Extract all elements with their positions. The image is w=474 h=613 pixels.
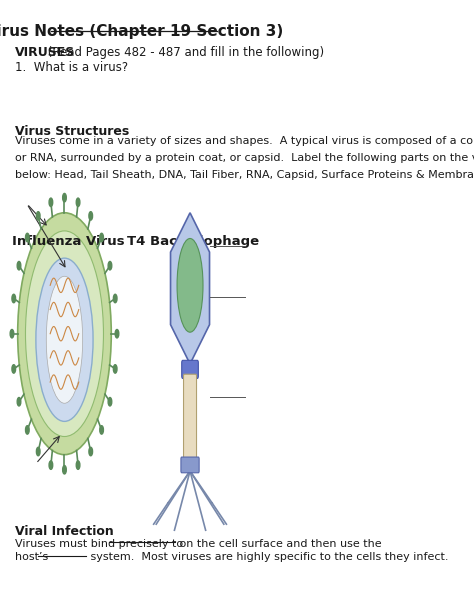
- Circle shape: [113, 365, 117, 373]
- Circle shape: [63, 465, 66, 474]
- Ellipse shape: [18, 213, 111, 455]
- Circle shape: [36, 211, 40, 220]
- Text: Viruses must bind precisely to: Viruses must bind precisely to: [15, 539, 186, 549]
- Circle shape: [36, 447, 40, 455]
- Circle shape: [76, 461, 80, 470]
- Ellipse shape: [26, 231, 103, 436]
- Text: T4 Bacteriophage: T4 Bacteriophage: [127, 235, 259, 248]
- Ellipse shape: [46, 276, 82, 403]
- Text: Virus Structures: Virus Structures: [15, 125, 129, 138]
- Circle shape: [100, 425, 103, 434]
- Ellipse shape: [177, 238, 203, 332]
- Text: or RNA, surrounded by a protein coat, or capsid.  Label the following parts on t: or RNA, surrounded by a protein coat, or…: [15, 153, 474, 163]
- Text: Virus Notes (Chapter 19 Section 3): Virus Notes (Chapter 19 Section 3): [0, 24, 283, 39]
- Text: Viral Infection: Viral Infection: [15, 525, 113, 538]
- Circle shape: [26, 234, 29, 242]
- Text: VIRUSES: VIRUSES: [15, 47, 75, 59]
- Circle shape: [63, 194, 66, 202]
- Circle shape: [113, 294, 117, 303]
- Circle shape: [17, 262, 21, 270]
- Text: Influenza Virus: Influenza Virus: [11, 235, 124, 248]
- Text: host’s: host’s: [15, 552, 51, 562]
- FancyBboxPatch shape: [181, 457, 199, 473]
- Circle shape: [26, 425, 29, 434]
- Circle shape: [89, 211, 92, 220]
- Text: system.  Most viruses are highly specific to the cells they infect.: system. Most viruses are highly specific…: [87, 552, 449, 562]
- Circle shape: [89, 447, 92, 455]
- Text: (Read Pages 482 - 487 and fill in the following): (Read Pages 482 - 487 and fill in the fo…: [45, 47, 325, 59]
- Circle shape: [49, 461, 53, 470]
- Polygon shape: [171, 213, 210, 364]
- Text: on the cell surface and then use the: on the cell surface and then use the: [176, 539, 382, 549]
- Text: 1.  What is a virus?: 1. What is a virus?: [15, 61, 128, 74]
- Circle shape: [12, 294, 16, 303]
- Circle shape: [12, 365, 16, 373]
- Text: Viruses come in a variety of sizes and shapes.  A typical virus is composed of a: Viruses come in a variety of sizes and s…: [15, 136, 474, 146]
- Circle shape: [76, 198, 80, 207]
- Text: below: Head, Tail Sheath, DNA, Tail Fiber, RNA, Capsid, Surface Proteins & Membr: below: Head, Tail Sheath, DNA, Tail Fibe…: [15, 170, 474, 180]
- Circle shape: [108, 397, 112, 406]
- FancyBboxPatch shape: [183, 374, 197, 462]
- Circle shape: [17, 397, 21, 406]
- Ellipse shape: [36, 258, 93, 421]
- Circle shape: [49, 198, 53, 207]
- Circle shape: [10, 329, 14, 338]
- Circle shape: [108, 262, 112, 270]
- FancyBboxPatch shape: [182, 360, 198, 378]
- Circle shape: [115, 329, 119, 338]
- Circle shape: [100, 234, 103, 242]
